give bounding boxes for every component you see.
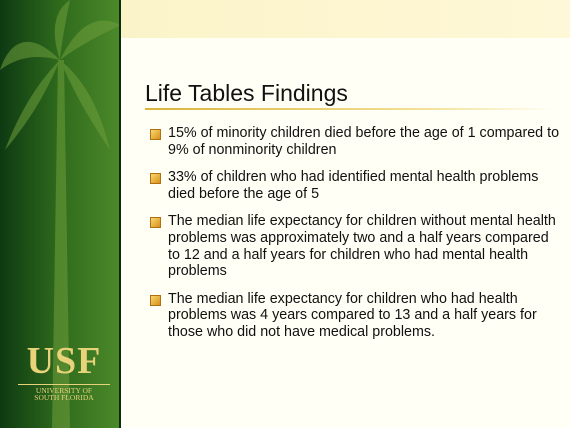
slide-title: Life Tables Findings xyxy=(145,80,348,107)
bullet-item: 15% of minority children died before the… xyxy=(150,125,560,158)
top-strip xyxy=(121,0,570,38)
bullet-text: 15% of minority children died before the… xyxy=(168,125,559,158)
bullet-text: The median life expectancy for children … xyxy=(168,213,556,279)
logo-usf: USF xyxy=(18,342,110,380)
bullet-marker xyxy=(150,217,161,228)
logo-line: SOUTH FLORIDA xyxy=(18,393,110,402)
title-rule xyxy=(145,108,555,110)
bullet-marker xyxy=(150,129,161,140)
bullet-text: 33% of children who had identified menta… xyxy=(168,169,538,202)
bullet-item: The median life expectancy for children … xyxy=(150,213,560,279)
bullet-marker xyxy=(150,173,161,184)
bullet-item: 33% of children who had identified menta… xyxy=(150,169,560,202)
bullet-list: 15% of minority children died before the… xyxy=(150,125,560,352)
bullet-text: The median life expectancy for children … xyxy=(168,291,537,340)
bullet-marker xyxy=(150,295,161,306)
bullet-item: The median life expectancy for children … xyxy=(150,291,560,341)
slide: Life Tables Findings 15% of minority chi… xyxy=(0,0,570,428)
